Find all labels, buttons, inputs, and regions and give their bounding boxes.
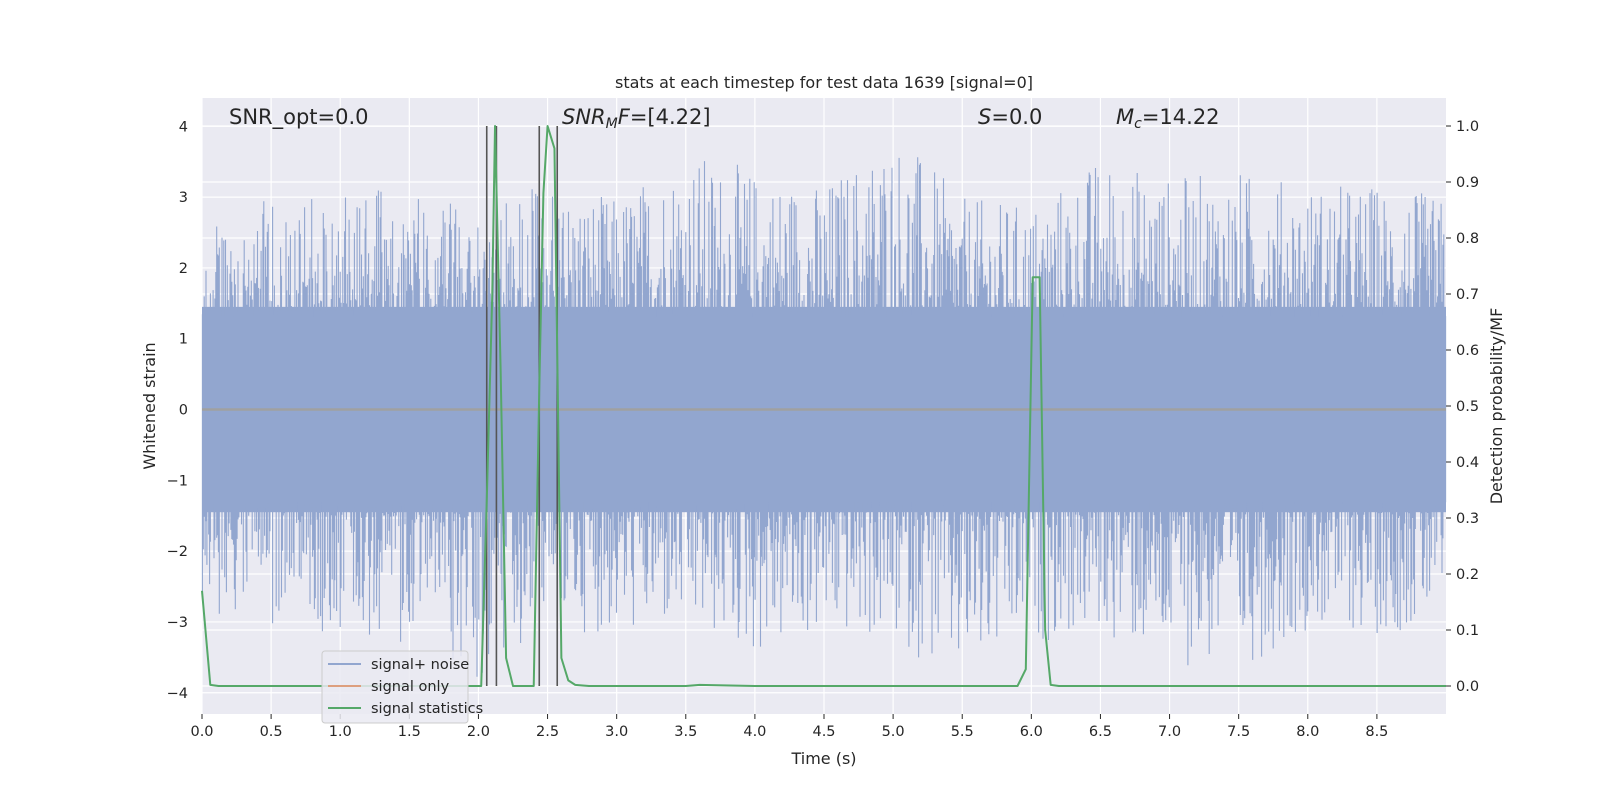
y-axis-label: Whitened strain (140, 342, 159, 469)
chart-title: stats at each timestep for test data 163… (615, 73, 1033, 92)
x-tick-label-1: 0.5 (260, 724, 283, 740)
y-tick-label-3: 1 (179, 332, 188, 348)
legend: signal+ noise signal only signal statist… (321, 650, 483, 724)
x-tick-label-2: 1.0 (329, 724, 352, 740)
y2-tick-label-9: 0.1 (1456, 623, 1479, 639)
x-tick-label-14: 7.0 (1158, 724, 1181, 740)
x-tick-label-8: 4.0 (743, 724, 766, 740)
y-tick-label-0: 4 (179, 119, 188, 135)
y-tick-label-6: −2 (167, 544, 188, 560)
x-axis-ticks: 0.0 0.5 1.0 1.5 2.0 2.5 3.0 3.5 4.0 4.5 5.0 5.5 6.0 6… (190, 714, 1388, 740)
y2-tick-label-7: 0.3 (1456, 511, 1479, 527)
y2-axis-ticks: 1.0 0.9 0.8 0.7 0.6 0.5 0.4 0.3 0.2 0.1 0.0 (1446, 119, 1479, 695)
x-tick-label-16: 8.0 (1296, 724, 1319, 740)
x-tick-label-17: 8.5 (1365, 724, 1388, 740)
y2-tick-label-8: 0.2 (1456, 567, 1479, 583)
y-tick-label-2: 2 (179, 261, 188, 277)
y2-tick-label-6: 0.4 (1456, 455, 1479, 471)
y2-tick-label-5: 0.5 (1456, 399, 1479, 415)
x-tick-label-9: 4.5 (812, 724, 835, 740)
x-tick-label-5: 2.5 (536, 724, 559, 740)
x-tick-label-0: 0.0 (190, 724, 213, 740)
annotation-s: S=0.0 (978, 105, 1042, 129)
annotation-snr-opt: SNR_opt=0.0 (229, 105, 369, 130)
x-tick-label-15: 7.5 (1227, 724, 1250, 740)
x-axis-label: Time (s) (790, 749, 856, 768)
y2-tick-label-4: 0.6 (1456, 343, 1479, 359)
x-tick-label-6: 3.0 (605, 724, 628, 740)
x-tick-label-13: 6.5 (1089, 724, 1112, 740)
y-tick-label-7: −3 (167, 615, 188, 631)
x-tick-label-10: 5.0 (882, 724, 905, 740)
annotation-snr-mf: SNRMF=[4.22] (562, 105, 711, 132)
y-axis-ticks: 4 3 2 1 0 −1 −2 −3 −4 (167, 119, 188, 701)
y-tick-label-5: −1 (167, 473, 188, 489)
y2-tick-label-3: 0.7 (1456, 287, 1479, 303)
legend-label-signal-statistics: signal statistics (371, 701, 483, 717)
y2-tick-label-2: 0.8 (1456, 231, 1479, 247)
y-tick-label-8: −4 (167, 686, 188, 702)
legend-box (321, 650, 469, 724)
legend-label-signal-only: signal only (371, 679, 450, 695)
y-tick-label-4: 0 (179, 403, 188, 419)
y2-axis-label: Detection probability/MF (1487, 308, 1506, 505)
y2-tick-label-0: 1.0 (1456, 119, 1479, 135)
x-tick-label-4: 2.0 (467, 724, 490, 740)
x-tick-label-12: 6.0 (1020, 724, 1043, 740)
y2-tick-label-1: 0.9 (1456, 175, 1479, 191)
x-tick-label-7: 3.5 (674, 724, 697, 740)
y2-tick-label-10: 0.0 (1456, 679, 1479, 695)
legend-label-signal-noise: signal+ noise (371, 657, 469, 673)
x-tick-label-11: 5.5 (951, 724, 974, 740)
y-tick-label-1: 3 (179, 190, 188, 206)
annotation-mc: Mc=14.22 (1116, 105, 1220, 132)
annotations: SNR_opt=0.0 SNRMF=[4.22] S=0.0 Mc=14.22 (229, 105, 1220, 132)
x-tick-label-3: 1.5 (398, 724, 421, 740)
